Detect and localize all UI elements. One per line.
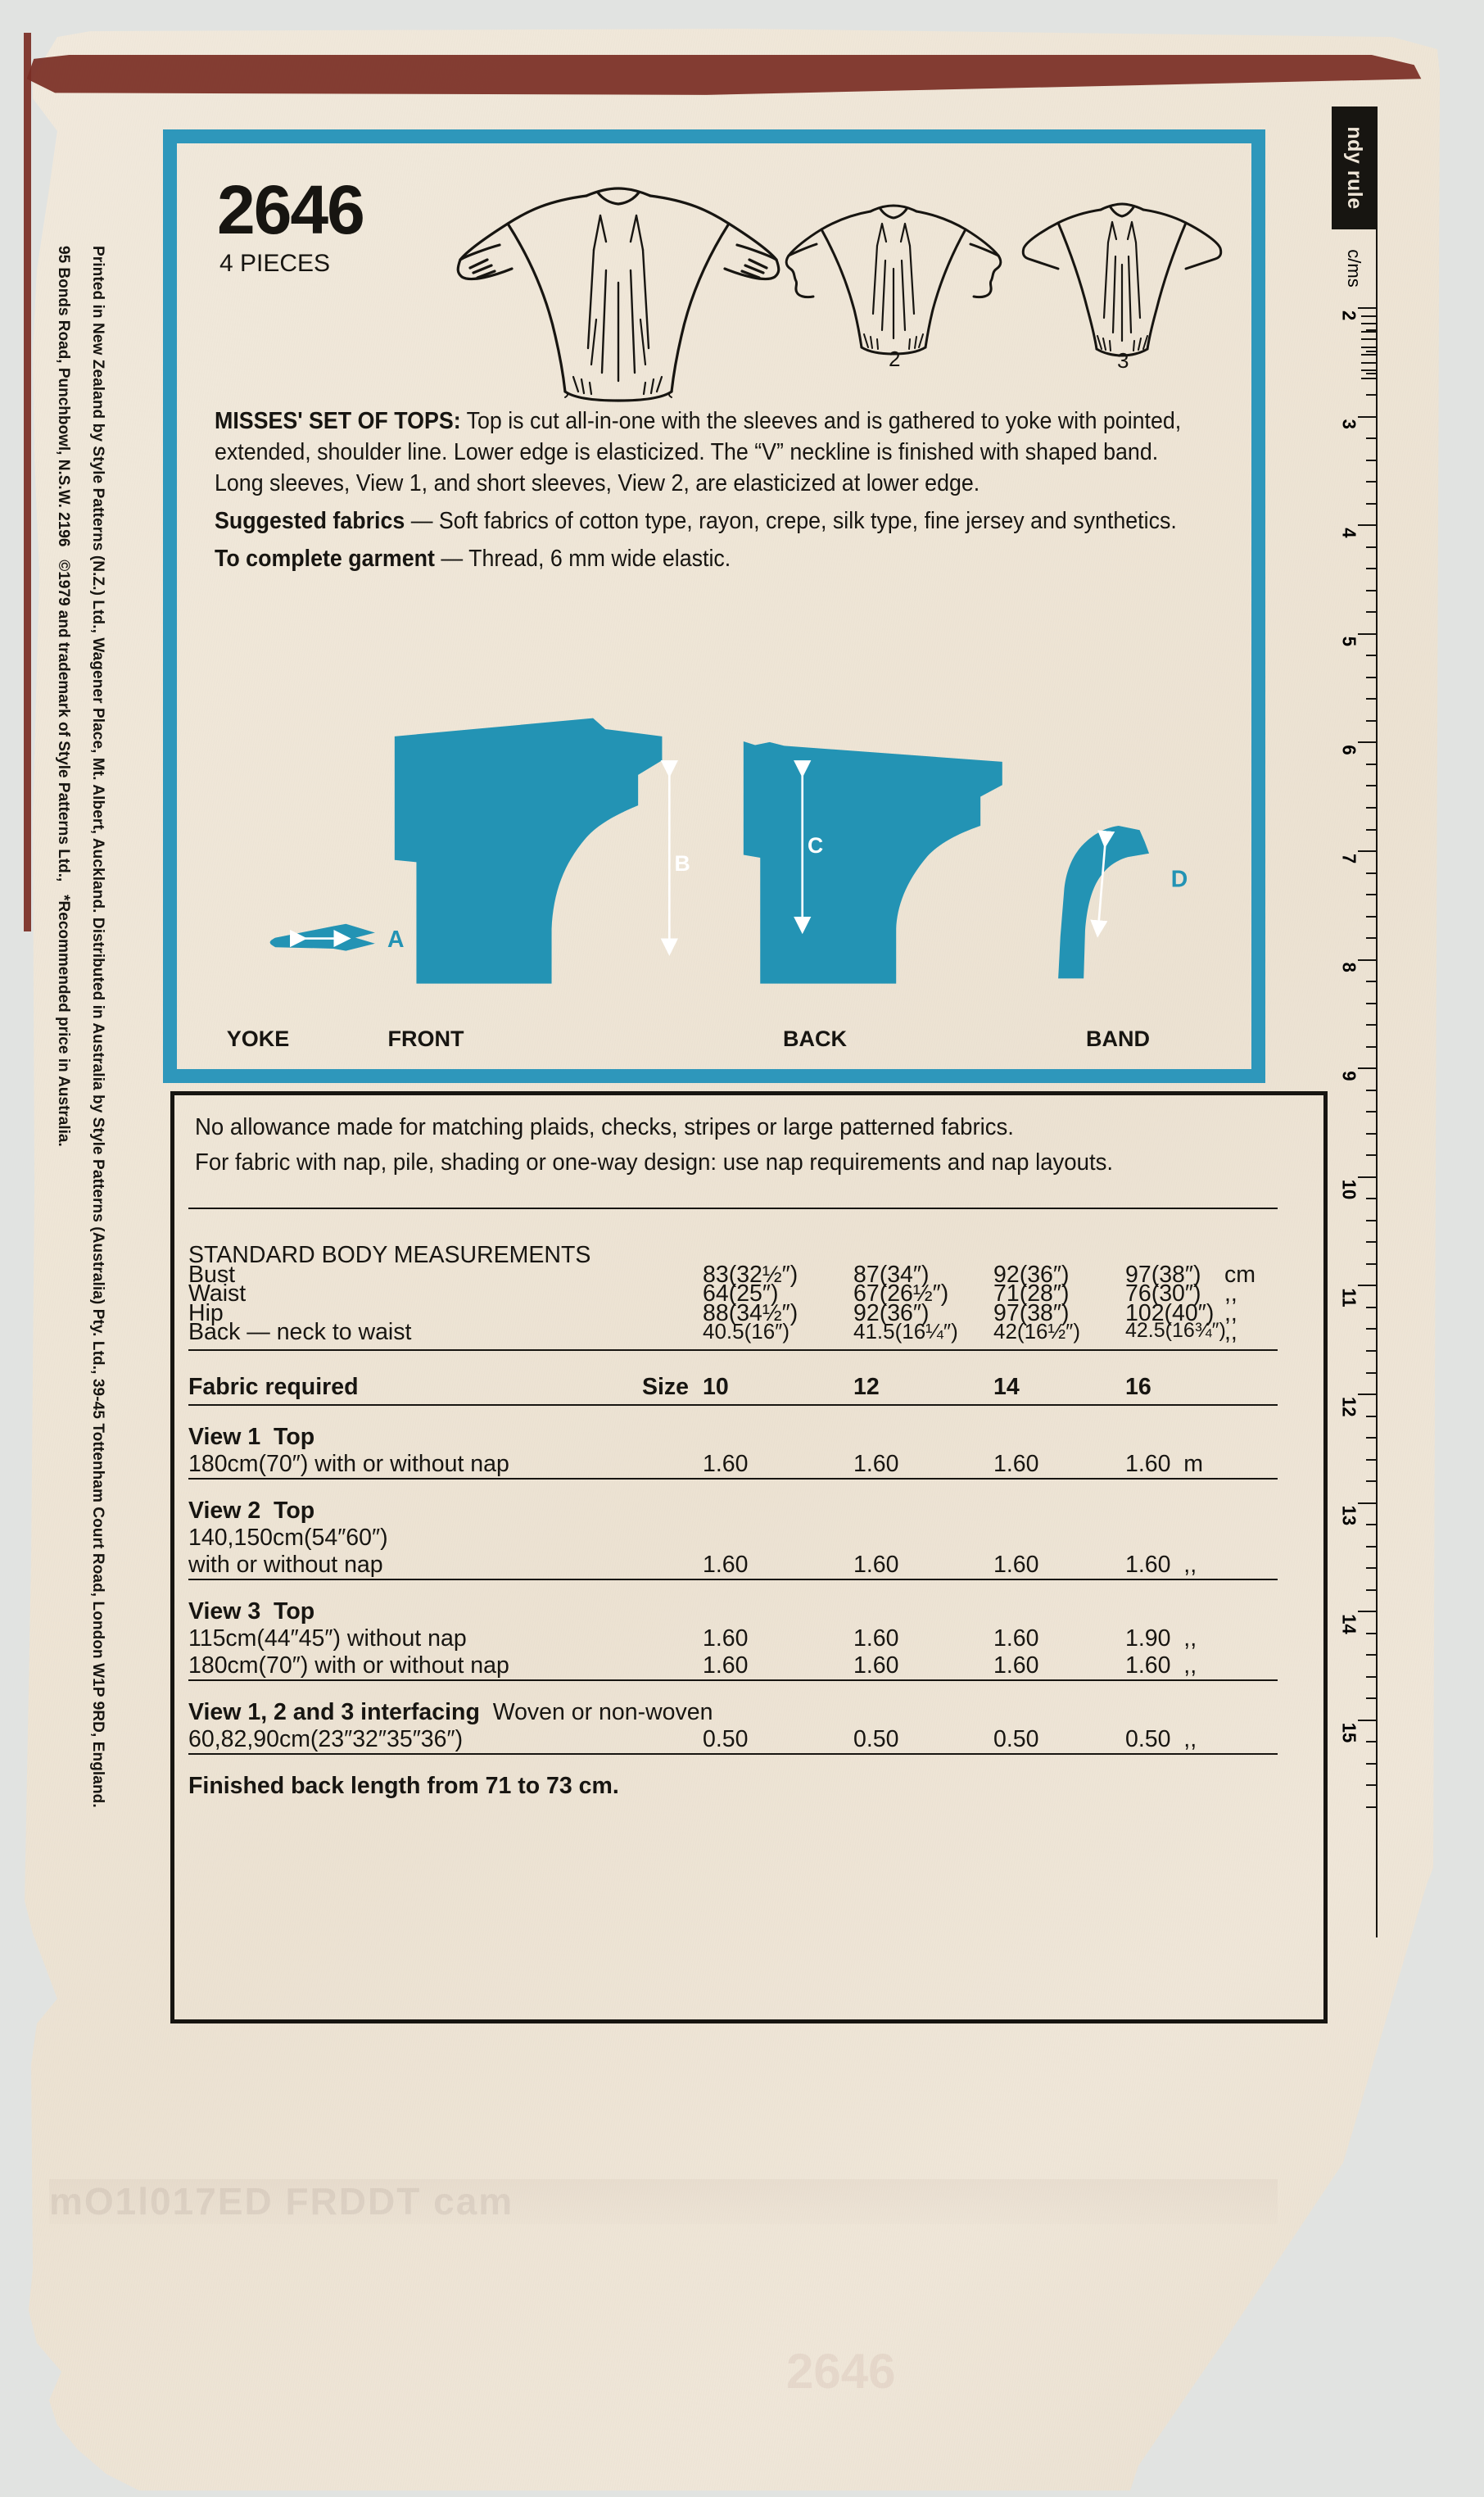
svg-text:D: D <box>1171 867 1188 893</box>
svg-text:2: 2 <box>889 347 900 369</box>
svg-text:B: B <box>675 851 690 876</box>
svg-text:3: 3 <box>1117 348 1129 369</box>
svg-text:A: A <box>387 927 405 953</box>
svg-text:C: C <box>808 833 823 858</box>
